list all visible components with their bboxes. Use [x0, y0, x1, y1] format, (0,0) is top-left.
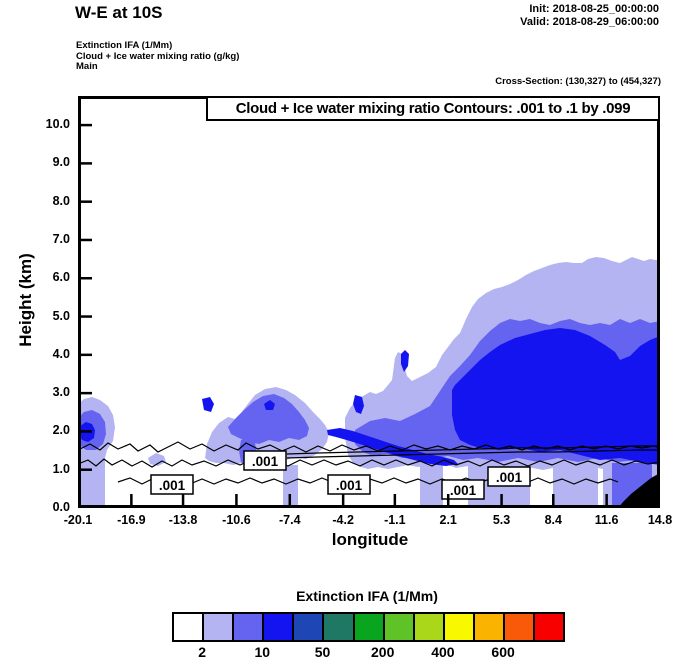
y-tick-label: 5.0 [52, 308, 70, 323]
plot-area: .001 .001 .001 .001 .001 [78, 96, 660, 508]
contour-label-box [327, 474, 371, 495]
colorbar-cell [412, 612, 445, 642]
x-tick-label: -20.1 [63, 513, 93, 527]
x-tick-label: -16.9 [117, 513, 146, 527]
shaded-region-level-2 [228, 394, 309, 444]
terrain-silhouette [618, 473, 660, 508]
colorbar-cell [262, 612, 295, 642]
colorbar-tick-label: 50 [314, 644, 331, 660]
page-title: W-E at 10S [75, 3, 163, 22]
run-timestamps: Init: 2018-08-25_00:00:00 Valid: 2018-08… [520, 3, 659, 29]
x-tick-label: -13.8 [168, 513, 198, 527]
y-tick-label: 8.0 [52, 193, 70, 208]
valid-timestamp: Valid: 2018-08-29_06:00:00 [520, 16, 659, 28]
colorbar-cell [292, 612, 325, 642]
contour-label: .001 [336, 478, 363, 493]
y-tick-label: 3.0 [52, 385, 70, 400]
shaded-region-level-1 [420, 463, 443, 508]
contour-label: .001 [450, 483, 477, 498]
y-tick-label: 0.0 [52, 500, 70, 514]
plot-title: Cloud + Ice water mixing ratio Contours:… [206, 96, 660, 121]
contour-label: .001 [159, 478, 186, 493]
x-axis-label: longitude [331, 530, 409, 549]
contour-line [78, 458, 660, 468]
y-tick-label: 4.0 [52, 346, 70, 361]
x-tick-label: -1.1 [384, 513, 406, 527]
shaded-region-level-3 [353, 395, 364, 414]
y-tick-label: 9.0 [52, 155, 70, 170]
y-tick-label: 7.0 [52, 231, 70, 246]
colorbar-tick-label: 400 [431, 644, 455, 660]
field-member: Main [76, 61, 98, 72]
colorbar-cell [202, 612, 235, 642]
contour-label-box [243, 450, 287, 471]
colorbar-tick-label: 600 [491, 644, 515, 660]
field-cloud-ice: Cloud + Ice water mixing ratio (g/kg) [76, 50, 240, 62]
colorbar-cell [533, 612, 566, 642]
x-tick-label: 14.8 [647, 513, 673, 527]
contour-label-box [441, 479, 485, 500]
contour-label-box [150, 474, 194, 495]
contour-line [286, 449, 660, 459]
contour-plot: .001 .001 .001 .001 .001 [78, 96, 660, 508]
colorbar-cell [322, 612, 355, 642]
colorbar-tick-label: 2 [198, 644, 206, 660]
colorbar-cell [442, 612, 475, 642]
y-tick-label: 6.0 [52, 270, 70, 285]
contour-label: .001 [252, 454, 279, 469]
y-axis-label: Height (km) [16, 253, 35, 347]
colorbar-cell [172, 612, 205, 642]
cross-section-label: Cross-Section: (130,327) to (454,327) [495, 76, 661, 87]
shaded-region-level-3 [264, 400, 275, 410]
x-tick-label: 8.4 [544, 513, 562, 527]
x-tick-label: 11.6 [594, 513, 619, 527]
shaded-region-level-3 [202, 397, 214, 412]
field-extinction: Extinction IFA (1/Mm) [76, 40, 173, 51]
colorbar-tick-label: 10 [254, 644, 271, 660]
x-tick-label: -7.4 [279, 513, 301, 527]
y-tick-label: 2.0 [52, 423, 70, 438]
colorbar-cell [232, 612, 265, 642]
shaded-region-level-1 [553, 463, 598, 508]
colorbar-title: Extinction IFA (1/Mm) [296, 588, 438, 604]
field-list: Extinction IFA (1/Mm) Cloud + Ice water … [76, 40, 240, 73]
x-tick-label: -4.2 [332, 513, 354, 527]
colorbar-cell [472, 612, 506, 642]
x-tick-label: 2.1 [439, 513, 457, 527]
x-tick-label: -10.6 [222, 513, 251, 527]
y-tick-label: 1.0 [52, 461, 70, 476]
contour-label: .001 [496, 470, 523, 485]
x-tick-label: 5.3 [492, 513, 511, 527]
colorbar-cell [503, 612, 536, 642]
contour-line [286, 445, 660, 455]
shaded-region-level-3 [401, 350, 409, 372]
colorbar [172, 612, 566, 642]
colorbar-cell [352, 612, 385, 642]
init-timestamp: Init: 2018-08-25_00:00:00 [529, 3, 659, 15]
contour-label-box [487, 466, 531, 487]
colorbar-tick-label: 200 [371, 644, 395, 660]
colorbar-cell [382, 612, 415, 642]
shaded-region-level-1 [283, 465, 298, 508]
y-tick-label: 10.0 [45, 117, 70, 132]
shaded-region-level-3 [452, 328, 660, 465]
shaded-region-level-1 [148, 453, 166, 466]
